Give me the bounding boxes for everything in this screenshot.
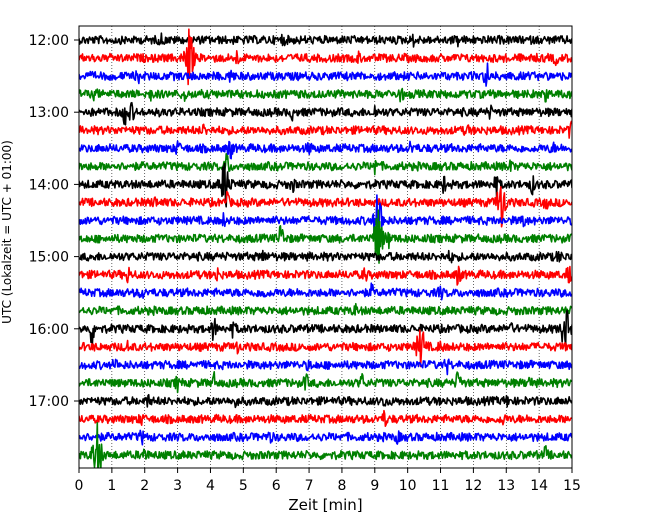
- x-axis-ticks: 0 1 2 3 4 5 6 7 8 9 10 11 12 13 14 15: [75, 468, 581, 494]
- trace-1215: [79, 28, 572, 86]
- y-axis-ticks: 12:00 13:00 14:00 15:00 16:00 17:00: [29, 33, 79, 410]
- y-tick-label: 16:00: [29, 322, 69, 338]
- x-tick-label: 1: [107, 478, 116, 494]
- trace-1530: [79, 282, 572, 301]
- trace-1630: [79, 358, 572, 376]
- trace-1700: [79, 393, 572, 409]
- x-tick-label: 4: [206, 478, 215, 494]
- trace-1645: [79, 370, 572, 394]
- x-tick-label: 10: [399, 478, 417, 494]
- x-tick-label: 0: [75, 478, 84, 494]
- trace-1515: [79, 265, 572, 286]
- x-tick-label: 5: [239, 478, 248, 494]
- y-tick-label: 13:00: [29, 105, 69, 121]
- trace-1615: [79, 329, 572, 368]
- y-tick-label: 12:00: [29, 33, 69, 49]
- trace-1715: [79, 409, 572, 428]
- trace-1430: [79, 194, 572, 235]
- y-tick-label: 17:00: [29, 394, 69, 410]
- x-tick-label: 3: [173, 478, 182, 494]
- x-tick-label: 7: [305, 478, 314, 494]
- y-tick-label: 15:00: [29, 250, 69, 266]
- y-tick-label: 14:00: [29, 177, 69, 193]
- trace-1730: [79, 429, 572, 446]
- trace-1545: [79, 302, 572, 317]
- x-tick-label: 14: [530, 478, 548, 494]
- trace-1600: [79, 309, 572, 346]
- trace-1200: [79, 32, 572, 48]
- trace-1500: [79, 249, 572, 264]
- trace-1415: [79, 186, 572, 228]
- trace-1400: [79, 162, 572, 208]
- y-axis-label: UTC (Lokalzeit = UTC + 01:00): [0, 140, 14, 324]
- trace-1745: [79, 422, 572, 468]
- trace-1345: [79, 152, 572, 176]
- trace-1330: [79, 140, 572, 160]
- seismic-traces: [79, 28, 572, 468]
- x-tick-label: 12: [464, 478, 482, 494]
- trace-1230: [79, 62, 572, 87]
- trace-1245: [79, 87, 572, 103]
- x-tick-label: 6: [272, 478, 281, 494]
- plot-frame: [78, 25, 573, 469]
- x-tick-label: 11: [432, 478, 450, 494]
- x-tick-label: 2: [140, 478, 149, 494]
- x-axis-label: Zeit [min]: [288, 496, 362, 514]
- x-tick-label: 8: [337, 478, 346, 494]
- trace-1315: [79, 120, 572, 139]
- x-tick-label: 15: [563, 478, 581, 494]
- x-tick-label: 13: [497, 478, 515, 494]
- x-tick-label: 9: [370, 478, 379, 494]
- trace-1300: [79, 101, 572, 126]
- trace-1445: [79, 209, 572, 264]
